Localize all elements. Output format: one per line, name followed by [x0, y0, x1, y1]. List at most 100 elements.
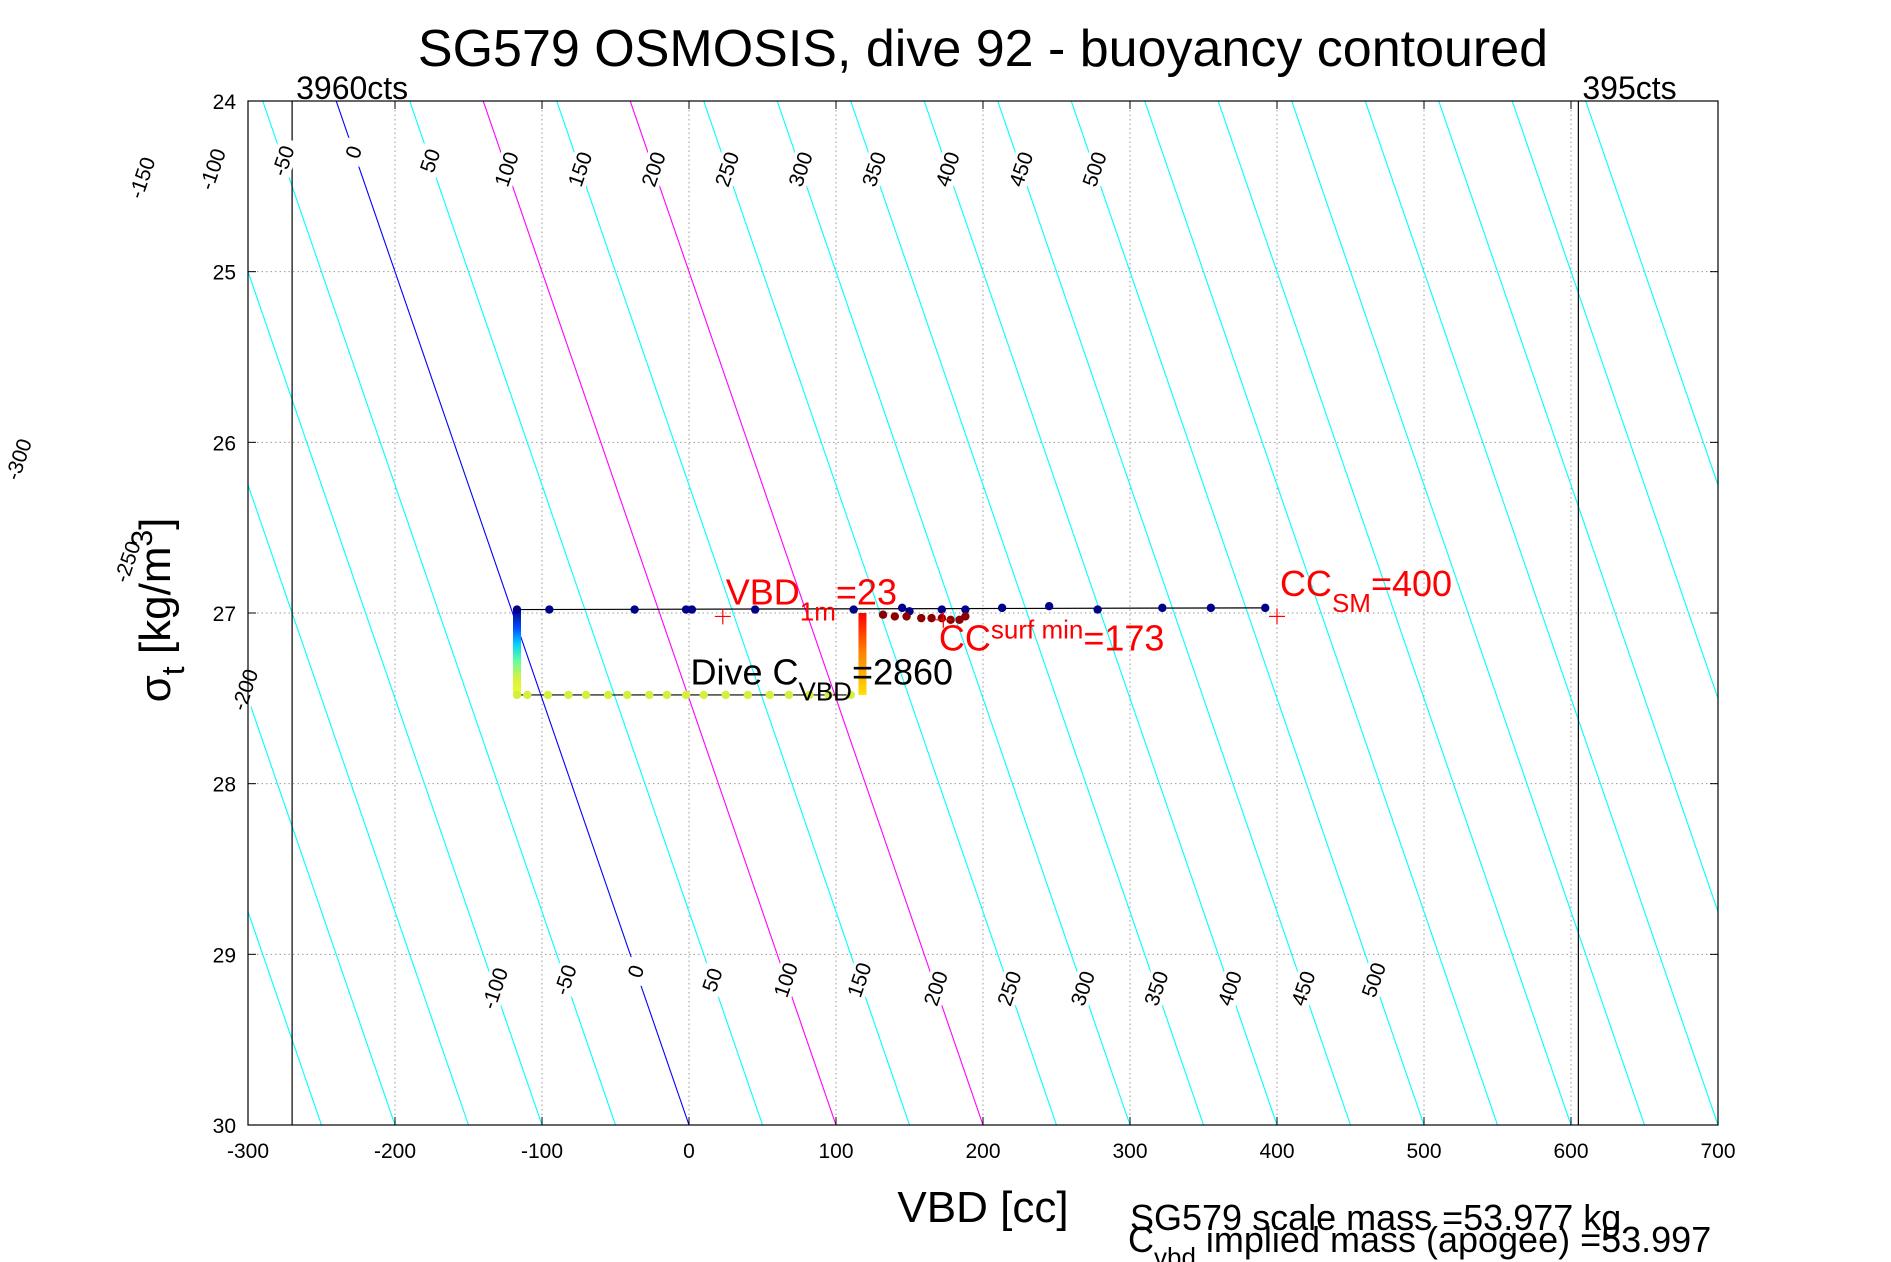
data-point: [897, 603, 907, 613]
contour-label-backdrop: [1138, 964, 1175, 1013]
contour-label-group: -50: [547, 955, 584, 1005]
x-tick-label: 400: [1259, 1140, 1294, 1163]
contour-line: [997, 101, 1352, 1125]
contour-line: [1291, 101, 1646, 1125]
data-point: [997, 603, 1007, 613]
data-point: [543, 690, 553, 700]
footer-scale-mass: SG579 scale mass =53.977 kg: [1130, 1197, 1621, 1238]
contour-line: [248, 909, 323, 1125]
data-point: [630, 605, 639, 614]
contour-label-backdrop: [339, 137, 369, 168]
data-point: [961, 612, 970, 621]
y-tick-label: 25: [213, 262, 236, 285]
contour-line: [1511, 101, 1718, 701]
contour-line: [1438, 101, 1718, 914]
y-tick-label: 27: [213, 603, 236, 626]
contour-label-backdrop: [265, 136, 301, 186]
data-point: [937, 605, 947, 614]
data-point: [623, 690, 632, 700]
cc-sm-annotation-main: CC: [1280, 563, 1332, 604]
data-point: [662, 690, 672, 700]
trace-line-top: [517, 607, 1266, 611]
contour-line: [262, 101, 617, 1125]
footer-implied-mass-text: implied mass (apogee) =53.997: [1196, 1219, 1711, 1260]
data-point: [824, 690, 833, 700]
data-point: [681, 605, 691, 614]
y-axis-label-units: [kg/m: [131, 547, 180, 667]
contour-label-backdrop: [709, 144, 745, 194]
contour-line: [1364, 101, 1718, 1125]
contour-label-backdrop: [547, 955, 584, 1005]
y-axis-label-superscript: 3: [126, 530, 159, 547]
data-point: [1206, 603, 1216, 613]
data-point: [512, 605, 522, 614]
contour-line: [248, 1123, 249, 1125]
contour-label-group: 100: [489, 144, 525, 194]
contour-label-backdrop: [856, 144, 892, 194]
contour-line: [482, 101, 837, 1125]
x-tick-label: 600: [1553, 1140, 1588, 1163]
contour-label: -100: [195, 146, 230, 193]
cc-sm-annotation: CCSM=400: [1280, 563, 1452, 618]
contour-label-backdrop: [1077, 144, 1113, 194]
data-point: [805, 690, 814, 700]
data-point: [890, 612, 899, 621]
cc-surf-min-annotation-sub: surf min: [991, 615, 1083, 645]
contour-label-backdrop: [562, 144, 598, 194]
data-point: [743, 690, 752, 700]
dive-cvbd-annotation-main: Dive C: [690, 652, 798, 693]
count-limit-label: 3960cts: [296, 70, 408, 106]
contour-line: [923, 101, 1278, 1125]
contour-label-backdrop: [225, 660, 265, 719]
contour-label-backdrop: [1356, 955, 1392, 1005]
contour-line: [776, 101, 1131, 1125]
contour-label-group: -100: [193, 140, 232, 199]
contour-line: [0, 101, 101, 1125]
contour-label-backdrop: [122, 148, 162, 207]
plus-marker: [714, 608, 731, 625]
buoyancy-contours: [0, 101, 1718, 1125]
contour-line: [629, 101, 984, 1125]
trace-segment-right: [858, 613, 867, 695]
vbd-1m-annotation: VBD1m=23: [726, 571, 897, 626]
vbd-1m-annotation-main: VBD: [726, 571, 800, 612]
data-point: [1158, 603, 1167, 613]
data-point: [687, 605, 697, 614]
contour-line: [409, 101, 764, 1125]
contour-label-backdrop: [783, 144, 819, 194]
contour-label-backdrop: [108, 532, 147, 591]
plus-marker: [935, 611, 952, 628]
contour-label-backdrop: [621, 956, 651, 987]
cc-sm-annotation-tail: =400: [1371, 563, 1452, 604]
data-point: [512, 690, 522, 700]
contour-label-backdrop: [475, 959, 515, 1018]
contour-label-backdrop: [991, 964, 1028, 1013]
x-tick-label: 700: [1700, 1140, 1735, 1163]
contour-label-backdrop: [768, 955, 804, 1005]
contour-label-backdrop: [193, 140, 232, 199]
contour-line: [1144, 101, 1499, 1125]
data-point: [902, 612, 911, 621]
y-tick-label: 26: [213, 432, 236, 455]
footer-implied-mass-subscript: vbd: [1154, 1242, 1196, 1262]
plus-marker: [1269, 608, 1285, 625]
data-point: [849, 605, 858, 614]
contour-line: [248, 696, 396, 1125]
x-tick-label: 300: [1112, 1140, 1147, 1163]
contour-label-backdrop: [636, 144, 672, 194]
contour-label-backdrop: [0, 430, 38, 489]
vbd-1m-annotation-tail: =23: [836, 571, 897, 612]
data-point: [750, 605, 760, 614]
count-limit-label: 395cts: [1582, 70, 1676, 106]
x-tick-label: -200: [374, 1140, 416, 1163]
data-point: [1261, 603, 1270, 613]
data-point: [523, 690, 532, 700]
data-point: [545, 605, 554, 614]
data-point: [1093, 605, 1102, 614]
contour-label: -300: [1, 436, 36, 483]
y-tick-label: 29: [213, 944, 236, 967]
contour-label-backdrop: [930, 144, 966, 194]
trace-segment-left: [513, 609, 522, 695]
x-tick-label: -100: [521, 1140, 563, 1163]
